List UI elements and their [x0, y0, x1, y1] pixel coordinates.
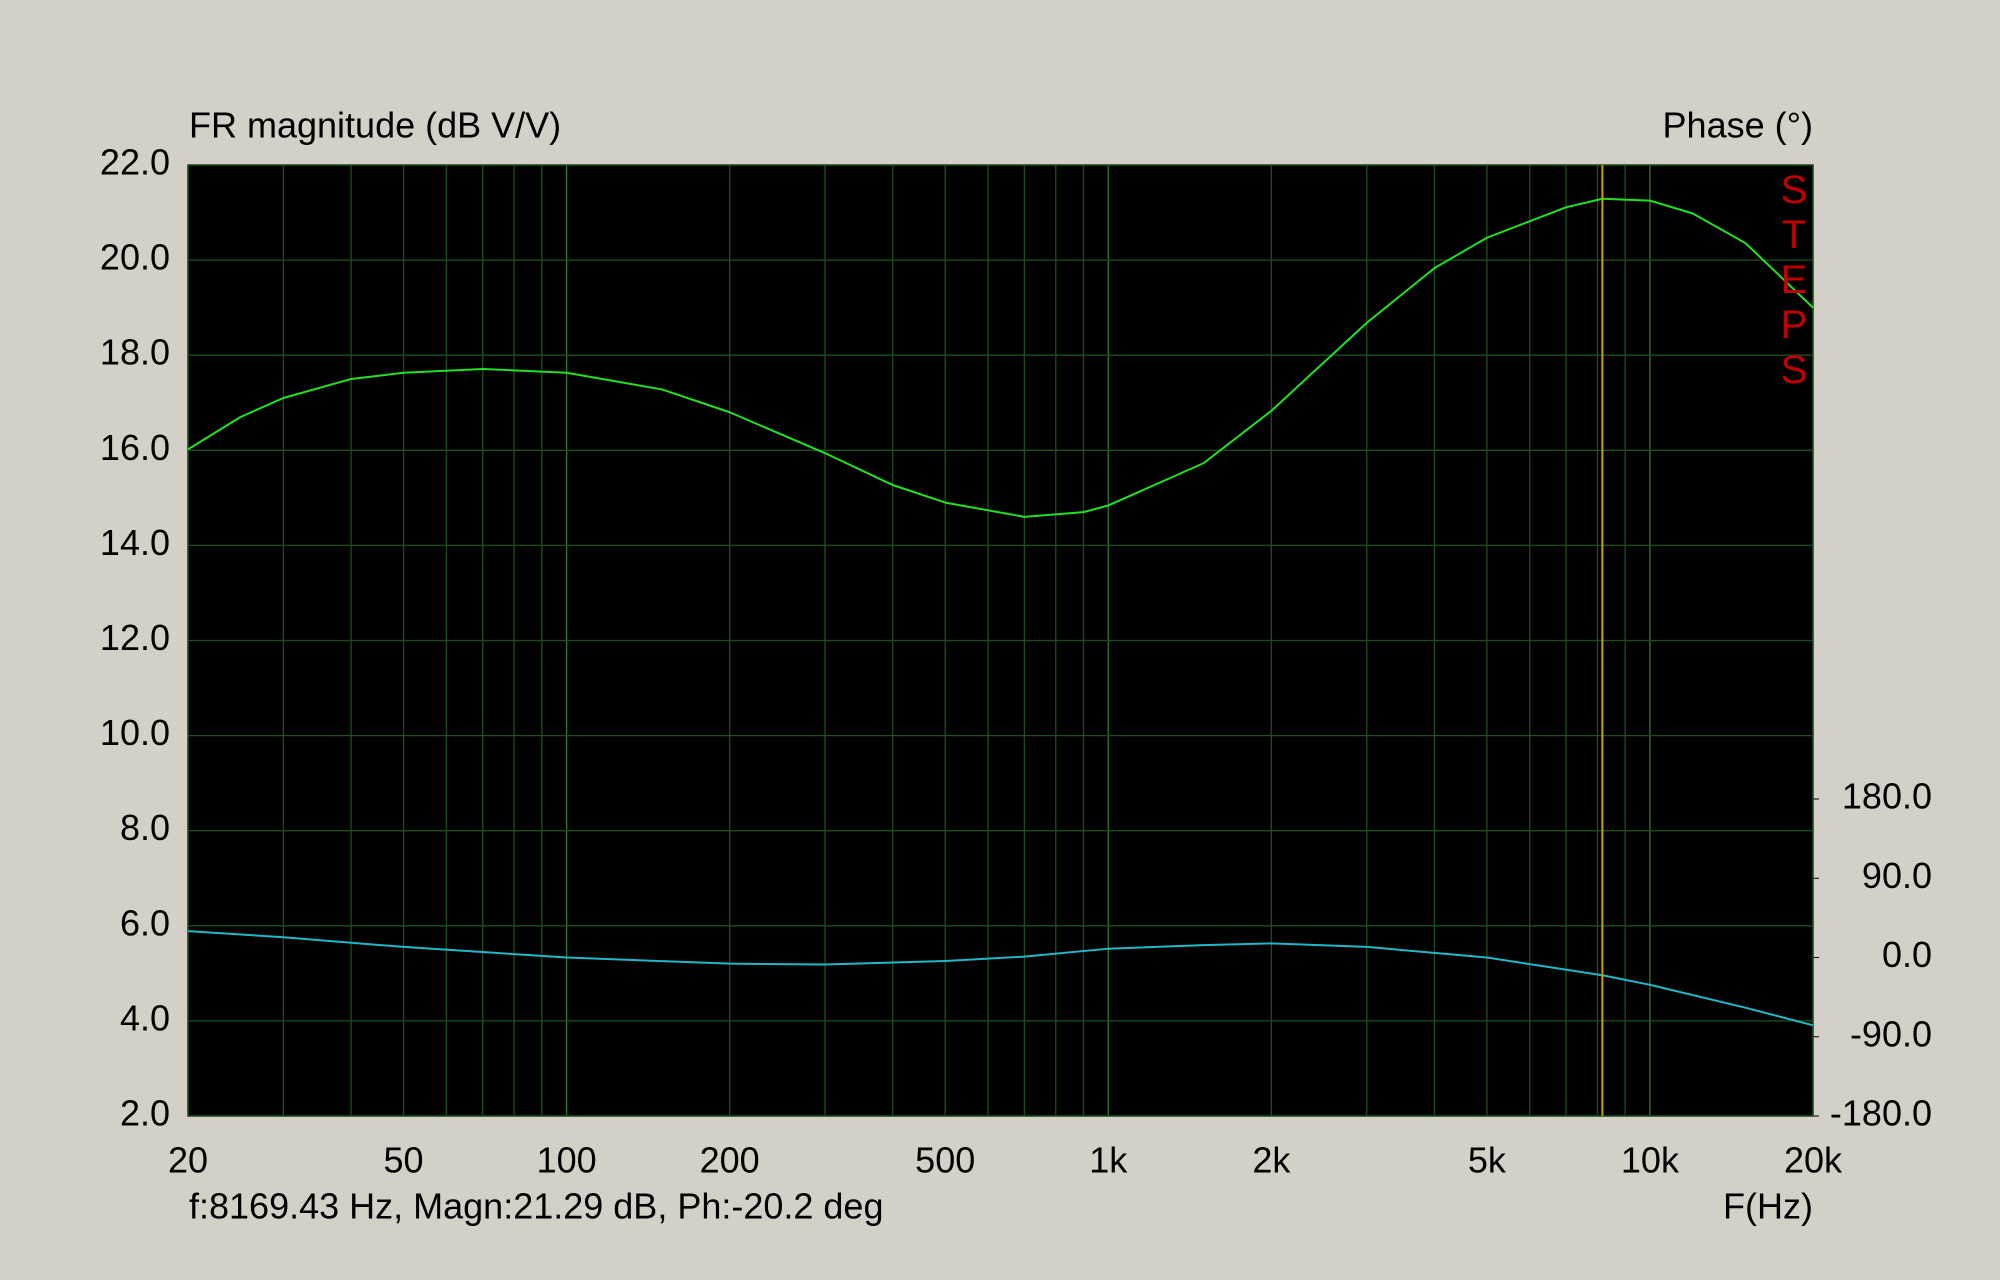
y-tick-label: 12.0 — [100, 617, 170, 658]
y-axis-label: FR magnitude (dB V/V) — [189, 105, 561, 146]
y2-tick-label: -90.0 — [1850, 1013, 1932, 1054]
x-tick-label: 5k — [1468, 1140, 1507, 1181]
y-tick-label: 22.0 — [100, 142, 170, 183]
series-line — [187, 930, 1814, 1027]
x-tick-label: 20 — [168, 1140, 208, 1181]
y-tick-label: 14.0 — [100, 522, 170, 563]
y-tick-label: 16.0 — [100, 427, 170, 468]
y2-axis-label: Phase (°) — [1663, 105, 1813, 146]
x-tick-label: 200 — [700, 1140, 760, 1181]
y-tick-label: 20.0 — [100, 237, 170, 278]
x-tick-label: 20k — [1784, 1140, 1843, 1181]
series-line — [187, 197, 1814, 518]
x-tick-label: 1k — [1089, 1140, 1128, 1181]
y-tick-label: 6.0 — [120, 902, 170, 943]
y-tick-label: 8.0 — [120, 807, 170, 848]
y-tick-label: 18.0 — [100, 332, 170, 373]
y2-tick-label: -180.0 — [1830, 1093, 1932, 1134]
y-tick-label: 10.0 — [100, 712, 170, 753]
y2-tick-label: 0.0 — [1882, 934, 1932, 975]
x-tick-label: 500 — [915, 1140, 975, 1181]
steps-badge: STEPS — [1780, 168, 1808, 392]
y-tick-label: 4.0 — [120, 997, 170, 1038]
plot-border — [187, 164, 1814, 1117]
x-tick-label: 100 — [537, 1140, 597, 1181]
y2-tick-label: 90.0 — [1862, 855, 1932, 896]
x-tick-label: 2k — [1252, 1140, 1291, 1181]
x-tick-label: 10k — [1621, 1140, 1680, 1181]
cursor-readout: f:8169.43 Hz, Magn:21.29 dB, Ph:-20.2 de… — [189, 1186, 883, 1227]
x-axis-label: F(Hz) — [1723, 1186, 1813, 1227]
x-tick-label: 50 — [384, 1140, 424, 1181]
y-tick-label: 2.0 — [120, 1093, 170, 1134]
y2-tick-label: 180.0 — [1842, 776, 1932, 817]
